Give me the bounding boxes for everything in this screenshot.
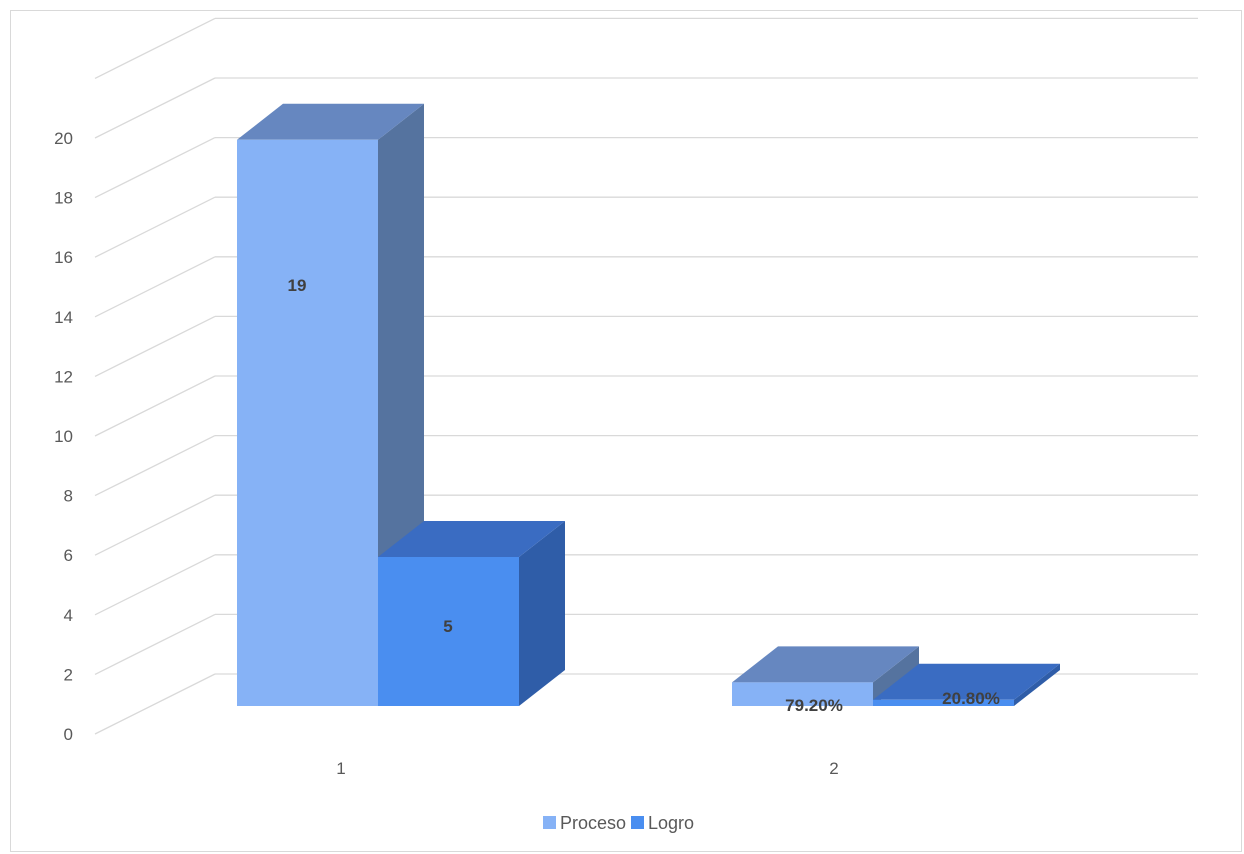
y-tick-label: 18 <box>54 189 73 208</box>
gridline-side <box>94 137 216 199</box>
data-label: 20.80% <box>942 689 1000 708</box>
gridline-side <box>94 613 216 675</box>
gridline-side <box>94 494 216 556</box>
bar-side <box>519 521 565 706</box>
legend-label-logro: Logro <box>648 813 694 833</box>
gridline-side <box>94 77 216 139</box>
y-tick-label: 2 <box>64 665 73 684</box>
gridline-side <box>94 673 216 735</box>
legend-swatch-logro <box>631 816 644 829</box>
y-tick-label: 12 <box>54 367 73 386</box>
y-tick-label: 20 <box>54 129 73 148</box>
legend: Proceso Logro <box>543 813 694 833</box>
data-label: 19 <box>288 276 307 295</box>
y-tick-label: 6 <box>64 546 73 565</box>
bar-logro <box>378 557 519 706</box>
legend-swatch-proceso <box>543 816 556 829</box>
bar-proceso <box>732 682 873 706</box>
gridline-side <box>94 375 216 437</box>
bar-top <box>873 663 1060 700</box>
bar-proceso <box>237 139 378 707</box>
data-label: 5 <box>443 617 452 636</box>
bars <box>237 103 1060 707</box>
gridline-side <box>94 256 216 318</box>
bar-top <box>378 521 565 557</box>
y-tick-label: 14 <box>54 308 73 327</box>
data-label: 79.20% <box>785 696 843 715</box>
bar-logro <box>873 699 1014 706</box>
gridline-side <box>94 315 216 377</box>
y-axis-ticks: 0 2 4 6 8 10 12 14 16 18 20 <box>54 129 73 744</box>
chart-area <box>10 10 1242 852</box>
y-tick-label: 0 <box>64 725 73 744</box>
y-tick-label: 10 <box>54 427 73 446</box>
gridline-side <box>94 554 216 616</box>
x-tick-label: 2 <box>829 759 838 778</box>
gridline-side <box>94 17 216 79</box>
gridline-side <box>94 435 216 497</box>
legend-label-proceso: Proceso <box>560 813 626 833</box>
bar-top <box>732 646 919 683</box>
gridline-side <box>94 196 216 258</box>
y-tick-label: 8 <box>64 487 73 506</box>
bar-top <box>237 103 424 140</box>
y-tick-label: 16 <box>54 248 73 267</box>
y-tick-label: 4 <box>64 606 73 625</box>
bar-side <box>1014 663 1060 706</box>
data-labels: 19 5 79.20% 20.80% <box>288 276 1000 715</box>
x-tick-label: 1 <box>336 759 345 778</box>
